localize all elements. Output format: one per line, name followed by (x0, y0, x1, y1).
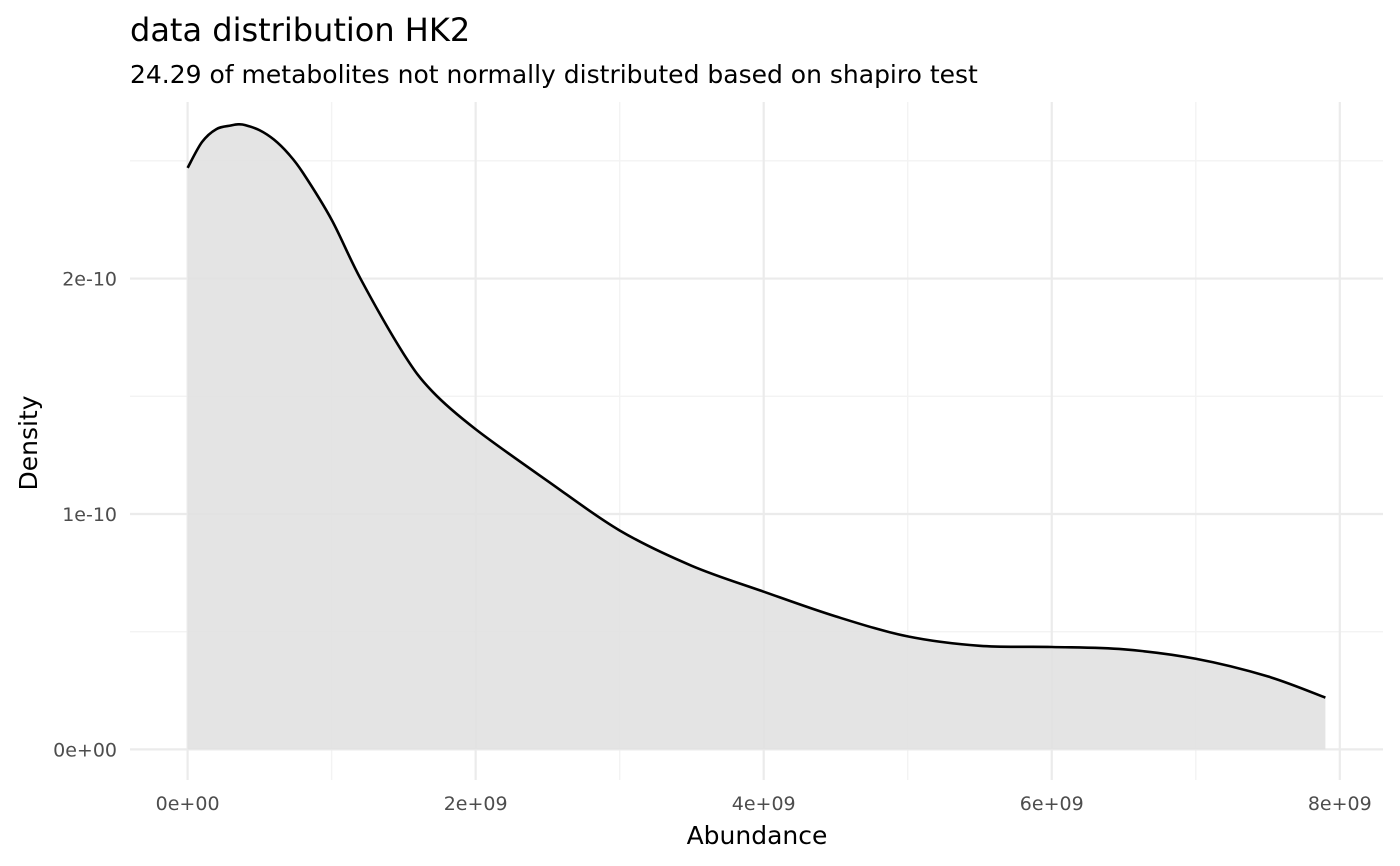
density-area (187, 124, 1326, 750)
x-tick-label: 2e+09 (444, 793, 508, 815)
x-tick-label: 4e+09 (732, 793, 796, 815)
x-axis-title: Abundance (687, 821, 828, 850)
y-tick-label: 1e-10 (62, 504, 117, 526)
y-axis-title: Density (14, 395, 43, 490)
x-tick-label: 8e+09 (1308, 793, 1372, 815)
chart-title: data distribution HK2 (130, 11, 470, 49)
x-tick-label: 6e+09 (1020, 793, 1084, 815)
axes: 0e+00 2e+09 4e+09 6e+09 8e+09 0e+00 1e-10 2e-10 (53, 269, 1372, 815)
y-tick-label: 2e-10 (62, 269, 117, 291)
density-curve (186, 122, 1326, 699)
density-plot-area (186, 122, 1326, 750)
chart-subtitle: 24.29 of metabolites not normally distri… (130, 60, 978, 89)
y-tick-label: 0e+00 (53, 739, 117, 761)
x-tick-label: 0e+00 (156, 793, 220, 815)
